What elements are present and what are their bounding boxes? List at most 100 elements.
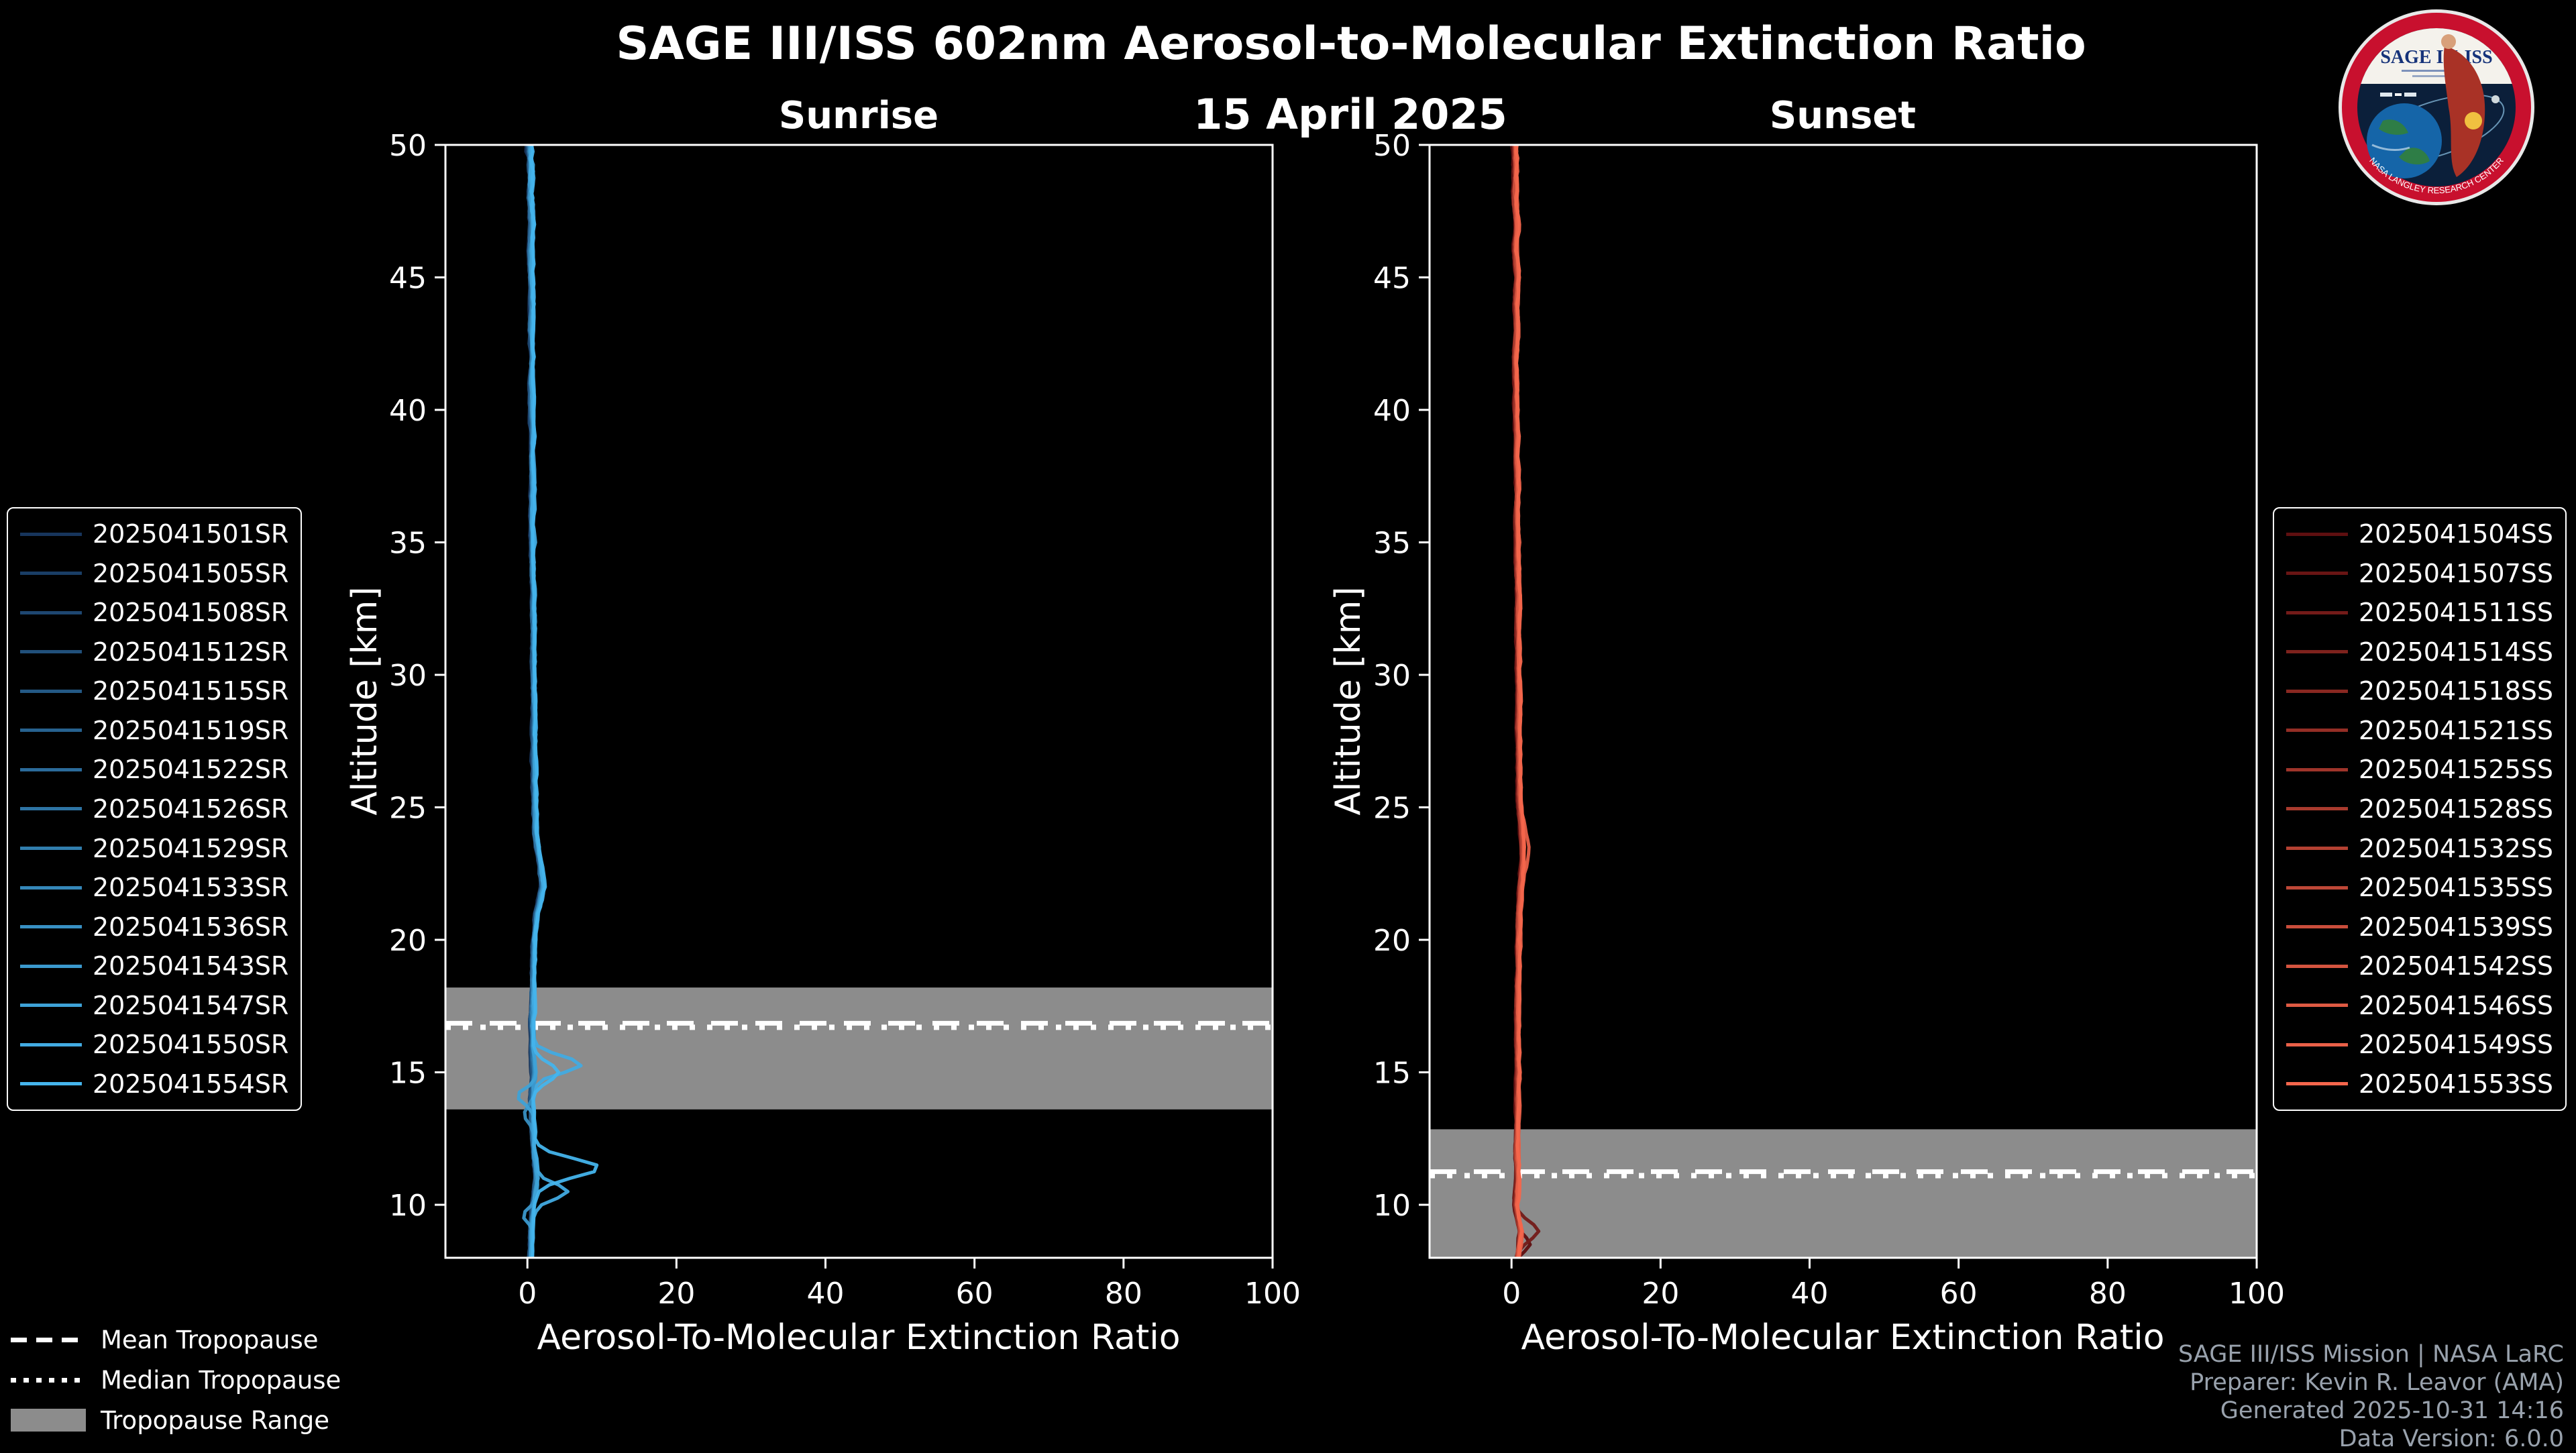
legend-item: 2025041518SS — [2286, 672, 2553, 710]
y-tick-label: 50 — [1373, 129, 1411, 163]
legend-line-swatch-icon — [20, 650, 82, 654]
sunrise-legend: 2025041501SR 2025041505SR 2025041508SR 2025… — [7, 507, 303, 1111]
legend-item: 2025041515SR — [20, 672, 288, 710]
legend-item: 2025041522SR — [20, 751, 288, 788]
legend-item: 2025041532SS — [2286, 830, 2553, 867]
legend-item: 2025041505SR — [20, 555, 288, 592]
plot-frame — [444, 144, 1274, 1259]
legend-line-swatch-icon — [20, 885, 82, 890]
legend-line-swatch-icon — [2286, 532, 2348, 536]
legend-item: 2025041519SR — [20, 712, 288, 749]
legend-label: 2025041546SS — [2358, 990, 2553, 1020]
legend-line-swatch-icon — [2286, 807, 2348, 811]
figure-title: SAGE III/ISS 602nm Aerosol-to-Molecular … — [616, 17, 2086, 70]
x-tick-label: 40 — [807, 1277, 845, 1311]
mean-tropopause-label: Mean Tropopause — [101, 1325, 319, 1354]
legend-label: 2025041512SR — [93, 637, 289, 667]
credit-mission: SAGE III/ISS Mission | NASA LaRC — [2178, 1341, 2564, 1368]
profile-line — [529, 145, 599, 1258]
logo-earth-cloud — [2371, 144, 2410, 151]
logo-earth-land2 — [2399, 148, 2430, 165]
mean-tropopause-legend-row: Mean Tropopause — [11, 1323, 341, 1356]
x-tick-label: 40 — [1791, 1277, 1829, 1311]
legend-item: 2025041521SS — [2286, 712, 2553, 749]
logo-sun — [2465, 112, 2482, 129]
legend-label: 2025041525SS — [2358, 755, 2553, 785]
legend-label: 2025041535SS — [2358, 873, 2553, 903]
tropopause-range-legend-row: Tropopause Range — [11, 1403, 341, 1437]
sunset-legend: 2025041504SS 2025041507SS 2025041511SS 2025… — [2272, 507, 2567, 1111]
y-tick-label: 25 — [389, 792, 427, 826]
mean-tropopause-swatch-icon — [11, 1337, 86, 1342]
legend-line-swatch-icon — [20, 1082, 82, 1086]
legend-line-swatch-icon — [20, 689, 82, 693]
credit-generated: Generated 2025-10-31 14:16 — [2220, 1397, 2564, 1424]
legend-item: 2025041501SR — [20, 515, 288, 553]
legend-item: 2025041514SS — [2286, 633, 2553, 671]
legend-item: 2025041539SS — [2286, 908, 2553, 946]
legend-item: 2025041533SR — [20, 869, 288, 906]
y-tick-label: 10 — [389, 1189, 427, 1223]
legend-line-swatch-icon — [20, 1004, 82, 1008]
x-tick-label: 60 — [956, 1277, 994, 1311]
legend-item: 2025041547SR — [20, 987, 288, 1024]
legend-line-swatch-icon — [20, 1042, 82, 1046]
logo-figure — [2443, 46, 2485, 177]
legend-item: 2025041553SS — [2286, 1065, 2553, 1103]
legend-line-swatch-icon — [2286, 847, 2348, 850]
tropopause-range-label: Tropopause Range — [101, 1405, 330, 1435]
x-tick-label: 20 — [1642, 1277, 1679, 1311]
logo-iss-panel — [2380, 93, 2392, 97]
x-tick-label: 80 — [2089, 1277, 2127, 1311]
legend-line-swatch-icon — [2286, 729, 2348, 733]
logo-figure-head — [2441, 34, 2456, 49]
xaxis-label-sunset: Aerosol-To-Molecular Extinction Ratio — [1521, 1317, 2165, 1358]
credit-data-version: Data Version: 6.0.0 — [2339, 1425, 2564, 1452]
legend-label: 2025041515SR — [93, 676, 289, 706]
logo-earth-land — [2379, 119, 2408, 135]
credit-preparer: Preparer: Kevin R. Leavor (AMA) — [2190, 1369, 2564, 1396]
legend-item: 2025041549SS — [2286, 1026, 2553, 1063]
legend-line-swatch-icon — [20, 610, 82, 614]
legend-line-swatch-icon — [2286, 925, 2348, 929]
profile-line — [1514, 145, 1526, 1258]
tropopause-legend: Mean Tropopause Median Tropopause Tropop… — [11, 1323, 341, 1437]
y-tick-label: 25 — [1373, 792, 1411, 826]
logo-subtitle-line2 — [2412, 75, 2461, 77]
y-tick-label: 45 — [1373, 262, 1411, 296]
tropopause-range-band — [445, 987, 1273, 1110]
legend-label: 2025041511SS — [2358, 598, 2553, 628]
legend-label: 2025041514SS — [2358, 637, 2553, 667]
legend-item: 2025041508SR — [20, 594, 288, 631]
y-tick-label: 10 — [1373, 1189, 1411, 1223]
legend-label: 2025041532SS — [2358, 833, 2553, 863]
legend-item: 2025041511SS — [2286, 594, 2553, 631]
legend-line-swatch-icon — [2286, 610, 2348, 614]
legend-label: 2025041529SR — [93, 833, 289, 863]
legend-item: 2025041525SS — [2286, 751, 2553, 788]
legend-label: 2025041522SR — [93, 755, 289, 785]
x-tick-label: 80 — [1105, 1277, 1142, 1311]
sunset-panel-title: Sunset — [1769, 94, 1917, 138]
tropopause-range-swatch-icon — [11, 1409, 86, 1432]
legend-item: 2025041512SR — [20, 633, 288, 671]
y-tick-label: 30 — [1373, 659, 1411, 693]
sunrise-panel-title: Sunrise — [778, 94, 939, 138]
y-tick-label: 15 — [389, 1057, 427, 1091]
legend-item: 2025041546SS — [2286, 987, 2553, 1024]
legend-item: 2025041528SS — [2286, 790, 2553, 828]
legend-item: 2025041507SS — [2286, 555, 2553, 592]
y-tick-label: 35 — [389, 527, 427, 561]
legend-label: 2025041504SS — [2358, 519, 2553, 549]
legend-label: 2025041521SS — [2358, 715, 2553, 745]
axis-ticks: 0 20 40 60 80 100 10 15 20 25 30 35 40 45 50 — [1373, 129, 2285, 1311]
legend-label: 2025041518SS — [2358, 676, 2553, 706]
plot-frame — [1428, 144, 2258, 1259]
legend-label: 2025041550SR — [93, 1030, 289, 1060]
tropopause-range-band — [1430, 1129, 2257, 1258]
legend-line-swatch-icon — [2286, 885, 2348, 890]
logo-title-text: SAGE III·ISS — [2380, 47, 2492, 68]
credits-block: SAGE III/ISS Mission | NASA LaRC Prepare… — [2178, 1340, 2564, 1453]
legend-line-swatch-icon — [20, 964, 82, 968]
